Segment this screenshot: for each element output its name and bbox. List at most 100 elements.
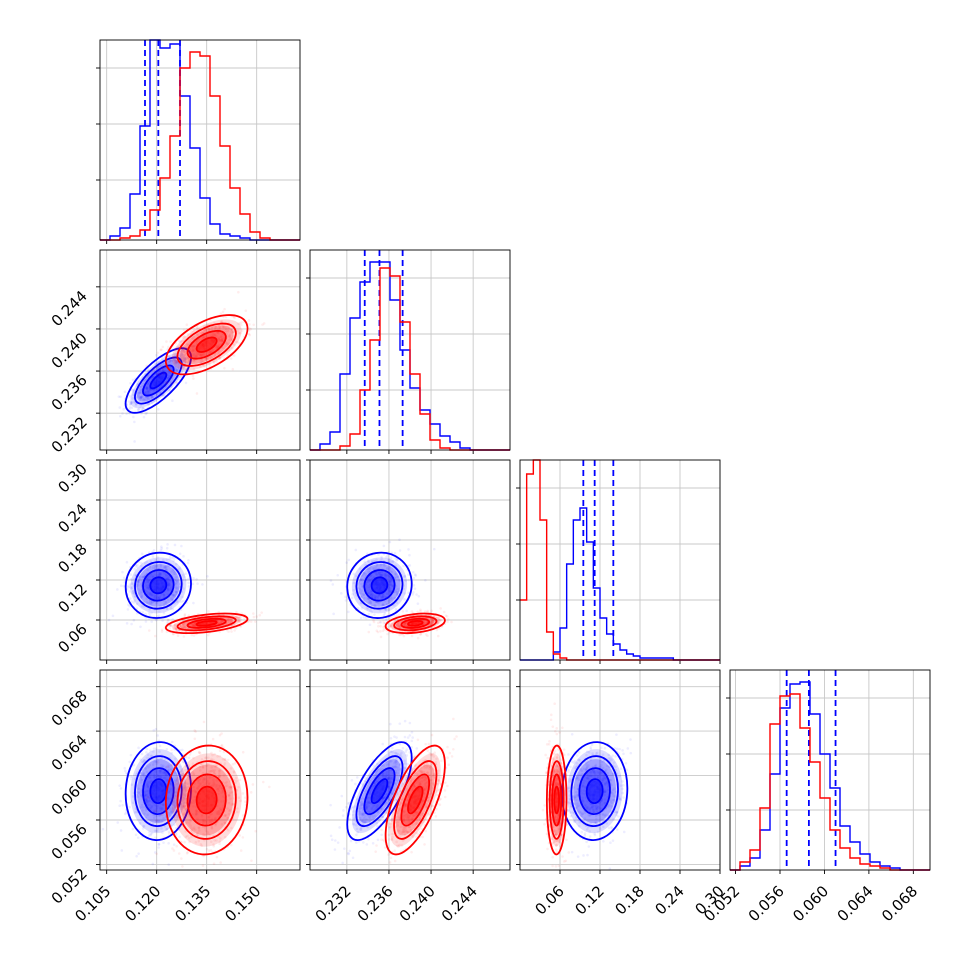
scatter-point: [221, 325, 225, 328]
scatter-point: [167, 345, 170, 349]
scatter-point: [394, 590, 397, 593]
scatter-point: [375, 558, 378, 561]
scatter-point: [158, 364, 162, 367]
scatter-point: [199, 354, 202, 357]
scatter-point: [175, 600, 179, 604]
scatter-point: [147, 389, 151, 393]
scatter-point: [131, 397, 134, 400]
scatter-point: [338, 826, 341, 829]
scatter-point: [118, 784, 121, 787]
scatter-point: [240, 329, 244, 332]
scatter-point: [416, 610, 419, 614]
scatter-point: [167, 841, 170, 845]
scatter-point: [389, 768, 393, 772]
scatter-point: [192, 827, 195, 831]
scatter-point: [211, 784, 214, 787]
scatter-point: [226, 617, 229, 620]
scatter-point: [144, 766, 148, 770]
scatter-point: [225, 342, 228, 345]
scatter-point: [224, 785, 227, 788]
scatter-point: [184, 625, 187, 629]
scatter-point: [379, 570, 383, 574]
scatter-point: [167, 584, 171, 588]
scatter-point: [154, 770, 157, 774]
scatter-point: [237, 616, 241, 619]
scatter-point: [237, 618, 240, 622]
scatter-point: [236, 329, 240, 333]
scatter-point: [139, 404, 143, 407]
scatter-point: [156, 758, 160, 762]
scatter-point: [186, 561, 190, 565]
scatter-point: [145, 585, 148, 588]
scatter-point: [162, 771, 165, 775]
scatter-point: [221, 310, 225, 314]
scatter-point: [167, 581, 171, 584]
scatter-point: [171, 763, 174, 767]
scatter-point: [352, 589, 355, 592]
scatter-point: [182, 759, 185, 763]
scatter-point: [132, 401, 136, 404]
scatter-point: [170, 598, 174, 601]
scatter-point: [381, 602, 385, 606]
scatter-point: [348, 849, 352, 853]
scatter-point: [146, 781, 150, 784]
scatter-point: [166, 589, 170, 593]
scatter-point: [386, 750, 390, 754]
scatter-point: [210, 757, 213, 761]
scatter-point: [182, 635, 186, 638]
scatter-point: [184, 822, 187, 825]
scatter-point: [159, 573, 163, 576]
scatter-point: [136, 579, 140, 583]
scatter-point: [362, 593, 366, 597]
scatter-point: [136, 582, 139, 585]
scatter-point: [164, 779, 167, 782]
scatter-point: [194, 350, 198, 354]
scatter-point: [145, 577, 149, 580]
scatter-point: [184, 781, 187, 784]
scatter-point: [183, 357, 186, 360]
scatter-point: [347, 852, 350, 856]
contour-line: [149, 371, 168, 390]
scatter-point: [154, 804, 158, 808]
scatter-point: [183, 367, 187, 371]
scatter-point: [165, 565, 168, 568]
scatter-point: [413, 587, 417, 590]
scatter-point: [397, 578, 401, 582]
scatter-point: [173, 595, 176, 598]
scatter-point: [234, 626, 238, 630]
scatter-point: [388, 598, 392, 602]
scatter-point: [380, 833, 383, 837]
scatter-point: [143, 812, 146, 815]
scatter-point: [216, 788, 219, 791]
scatter-point: [247, 319, 251, 322]
scatter-point: [160, 819, 164, 823]
scatter-point: [154, 814, 158, 818]
scatter-point: [391, 765, 395, 769]
scatter-point: [360, 582, 363, 586]
scatter-point: [131, 827, 135, 831]
scatter-point: [381, 742, 385, 746]
scatter-point: [166, 361, 170, 365]
scatter-point: [366, 607, 370, 611]
scatter-point: [218, 784, 222, 788]
scatter-point: [187, 585, 191, 588]
scatter-point: [235, 788, 239, 792]
scatter-point: [196, 834, 200, 838]
scatter-point: [150, 396, 154, 399]
scatter-point: [148, 592, 152, 596]
scatter-point: [147, 580, 151, 583]
scatter-point: [158, 769, 162, 773]
scatter-point: [249, 620, 253, 623]
scatter-point: [375, 780, 379, 784]
scatter-point: [129, 402, 132, 406]
scatter-point: [227, 620, 231, 623]
panel-frame: [99, 249, 301, 451]
scatter-point: [181, 748, 184, 752]
scatter-point: [261, 780, 265, 784]
scatter-point: [405, 754, 409, 757]
scatter-point: [373, 596, 377, 600]
scatter-point: [202, 777, 206, 780]
scatter-point: [203, 833, 207, 837]
scatter-point: [376, 594, 379, 598]
scatter-point: [144, 798, 148, 802]
